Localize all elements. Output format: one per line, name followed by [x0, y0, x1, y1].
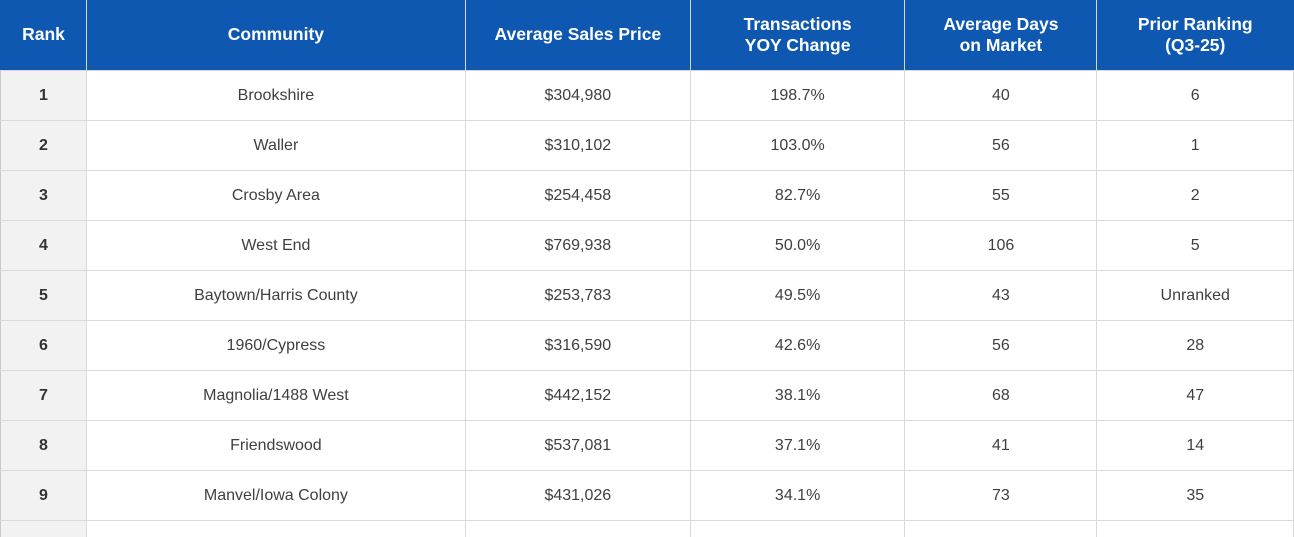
price-cell: $537,081: [464, 420, 691, 471]
price-cell: $310,102: [464, 120, 691, 171]
rank-cell: 3: [0, 170, 87, 221]
community-cell: Baytown/Harris County: [85, 270, 466, 321]
prior-ranking-cell: 35: [1096, 470, 1294, 521]
price-cell: $431,026: [464, 470, 691, 521]
header-average-sales-price: Average Sales Price: [464, 0, 691, 71]
table-row: 7 Magnolia/1488 West $442,152 38.1% 68 4…: [0, 370, 1294, 421]
rank-cell: 10: [0, 520, 87, 537]
community-cell: Friendswood: [85, 420, 466, 471]
community-cell: Crosby Area: [85, 170, 466, 221]
days-on-market-cell: 106: [904, 220, 1098, 271]
yoy-change-cell: 33.3%: [689, 520, 906, 537]
rank-cell: 1: [0, 70, 87, 121]
price-cell: $769,938: [464, 220, 691, 271]
yoy-change-cell: 103.0%: [689, 120, 906, 171]
table-row: 3 Crosby Area $254,458 82.7% 55 2: [0, 170, 1294, 221]
community-cell: Waller: [85, 120, 466, 171]
table-row: 6 1960/Cypress $316,590 42.6% 56 28: [0, 320, 1294, 371]
yoy-change-cell: 198.7%: [689, 70, 906, 121]
price-cell: $442,152: [464, 370, 691, 421]
yoy-change-cell: 38.1%: [689, 370, 906, 421]
prior-ranking-cell: 14: [1096, 420, 1294, 471]
days-on-market-cell: 69: [904, 520, 1098, 537]
community-cell: 1960/Cypress: [85, 320, 466, 371]
header-rank: Rank: [0, 0, 87, 71]
table-row: 1 Brookshire $304,980 198.7% 40 6: [0, 70, 1294, 121]
header-transactions-yoy-change: Transactions YOY Change: [689, 0, 906, 71]
table-header: Rank Community Average Sales Price Trans…: [0, 0, 1294, 71]
community-cell: Manvel/Iowa Colony: [85, 470, 466, 521]
table-row: 8 Friendswood $537,081 37.1% 41 14: [0, 420, 1294, 471]
community-cell: Brookshire: [85, 70, 466, 121]
rank-cell: 9: [0, 470, 87, 521]
price-cell: $304,980: [464, 70, 691, 121]
prior-ranking-cell: 47: [1096, 370, 1294, 421]
days-on-market-cell: 55: [904, 170, 1098, 221]
prior-ranking-cell: 28: [1096, 320, 1294, 371]
yoy-change-cell: 82.7%: [689, 170, 906, 221]
prior-ranking-cell: 1: [1096, 120, 1294, 171]
yoy-change-cell: 37.1%: [689, 420, 906, 471]
prior-ranking-cell: 5: [1096, 220, 1294, 271]
days-on-market-cell: 73: [904, 470, 1098, 521]
header-prior-ranking: Prior Ranking (Q3-25): [1096, 0, 1294, 71]
yoy-change-cell: 34.1%: [689, 470, 906, 521]
community-cell: West End: [85, 220, 466, 271]
days-on-market-cell: 41: [904, 420, 1098, 471]
table-row: 9 Manvel/Iowa Colony $431,026 34.1% 73 3…: [0, 470, 1294, 521]
days-on-market-cell: 56: [904, 120, 1098, 171]
price-cell: $268,963: [464, 520, 691, 537]
yoy-change-cell: 50.0%: [689, 220, 906, 271]
rank-cell: 7: [0, 370, 87, 421]
header-community: Community: [85, 0, 466, 71]
days-on-market-cell: 68: [904, 370, 1098, 421]
table-row: 5 Baytown/Harris County $253,783 49.5% 4…: [0, 270, 1294, 321]
table-row: 4 West End $769,938 50.0% 106 5: [0, 220, 1294, 271]
rank-cell: 5: [0, 270, 87, 321]
header-average-days-on-market: Average Days on Market: [904, 0, 1098, 71]
prior-ranking-cell: 6: [1096, 70, 1294, 121]
rank-cell: 4: [0, 220, 87, 271]
yoy-change-cell: 42.6%: [689, 320, 906, 371]
prior-ranking-cell: 2: [1096, 170, 1294, 221]
yoy-change-cell: 49.5%: [689, 270, 906, 321]
days-on-market-cell: 43: [904, 270, 1098, 321]
prior-ranking-cell: Unranked: [1096, 270, 1294, 321]
rank-cell: 6: [0, 320, 87, 371]
header-row: Rank Community Average Sales Price Trans…: [0, 0, 1294, 71]
days-on-market-cell: 56: [904, 320, 1098, 371]
rank-cell: 2: [0, 120, 87, 171]
price-cell: $254,458: [464, 170, 691, 221]
price-cell: $253,783: [464, 270, 691, 321]
days-on-market-cell: 40: [904, 70, 1098, 121]
table-row: 2 Waller $310,102 103.0% 56 1: [0, 120, 1294, 171]
price-cell: $316,590: [464, 320, 691, 371]
rank-cell: 8: [0, 420, 87, 471]
community-cell: West of the Brazos: [85, 520, 466, 537]
prior-ranking-cell: 3: [1096, 520, 1294, 537]
table-row: 10 West of the Brazos $268,963 33.3% 69 …: [0, 520, 1294, 537]
community-cell: Magnolia/1488 West: [85, 370, 466, 421]
table-body: 1 Brookshire $304,980 198.7% 40 6 2 Wall…: [0, 70, 1294, 537]
